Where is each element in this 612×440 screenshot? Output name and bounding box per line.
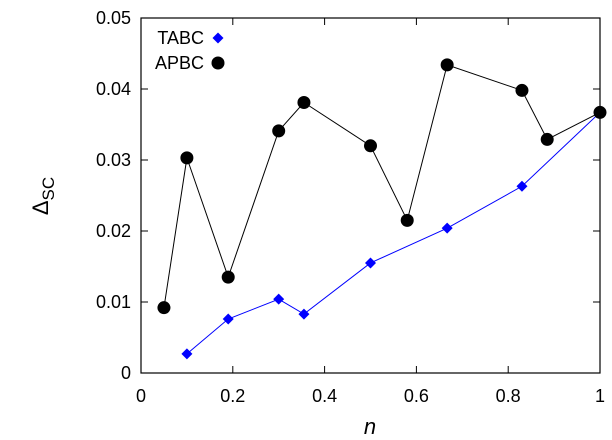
data-point-apbc — [400, 213, 414, 227]
x-axis-ticks: 0 0.2 0.4 0.6 0.8 1 — [136, 18, 605, 406]
y-tick-label: 0.01 — [96, 292, 131, 312]
data-point-apbc — [364, 139, 377, 153]
x-tick-label: 0.6 — [404, 386, 429, 406]
data-point-tabc — [222, 313, 234, 325]
y-axis-label-main: Δ — [28, 200, 53, 215]
legend-label-apbc: APBC — [155, 53, 204, 73]
data-point-apbc — [180, 151, 194, 165]
y-axis-label: ΔSC — [28, 177, 58, 215]
legend: TABC APBC — [155, 28, 225, 73]
data-point-apbc — [540, 132, 554, 146]
legend-symbol-apbc — [211, 56, 225, 70]
data-point-apbc — [157, 301, 171, 315]
data-point-tabc — [516, 180, 528, 192]
legend-label-tabc: TABC — [157, 28, 204, 48]
x-tick-label: 0.2 — [220, 386, 245, 406]
data-point-tabc — [441, 222, 453, 234]
data-point-apbc — [221, 270, 235, 284]
y-tick-label: 0.03 — [96, 150, 131, 170]
x-axis-label: n — [364, 414, 376, 439]
data-point-apbc — [297, 95, 311, 109]
y-tick-label: 0 — [121, 363, 131, 383]
legend-marker-tabc — [212, 32, 224, 44]
data-point-apbc — [440, 58, 454, 72]
data-point-tabc — [273, 293, 285, 305]
data-point-apbc — [515, 83, 529, 97]
y-axis-ticks: 0 0.01 0.02 0.03 0.04 0.05 — [96, 8, 600, 383]
legend-marker-apbc — [211, 56, 225, 70]
series-line-tabc — [186, 112, 601, 355]
y-tick-label: 0.02 — [96, 221, 131, 241]
y-tick-label: 0.05 — [96, 8, 131, 28]
y-axis-label-subscript: SC — [39, 177, 58, 201]
data-point-tabc — [365, 257, 376, 269]
series-apbc — [157, 58, 607, 315]
series-tabc — [181, 106, 606, 360]
data-point-apbc — [593, 105, 607, 119]
plot-frame — [140, 17, 601, 374]
x-tick-label: 0 — [136, 386, 146, 406]
data-point-tabc — [181, 348, 193, 360]
legend-symbol-tabc — [212, 32, 224, 44]
y-tick-label: 0.04 — [96, 79, 131, 99]
x-tick-label: 0.8 — [496, 386, 521, 406]
series-layer — [157, 58, 607, 360]
data-point-apbc — [272, 124, 286, 138]
x-tick-label: 0.4 — [312, 386, 337, 406]
data-point-tabc — [298, 308, 310, 320]
x-tick-label: 1 — [595, 386, 605, 406]
